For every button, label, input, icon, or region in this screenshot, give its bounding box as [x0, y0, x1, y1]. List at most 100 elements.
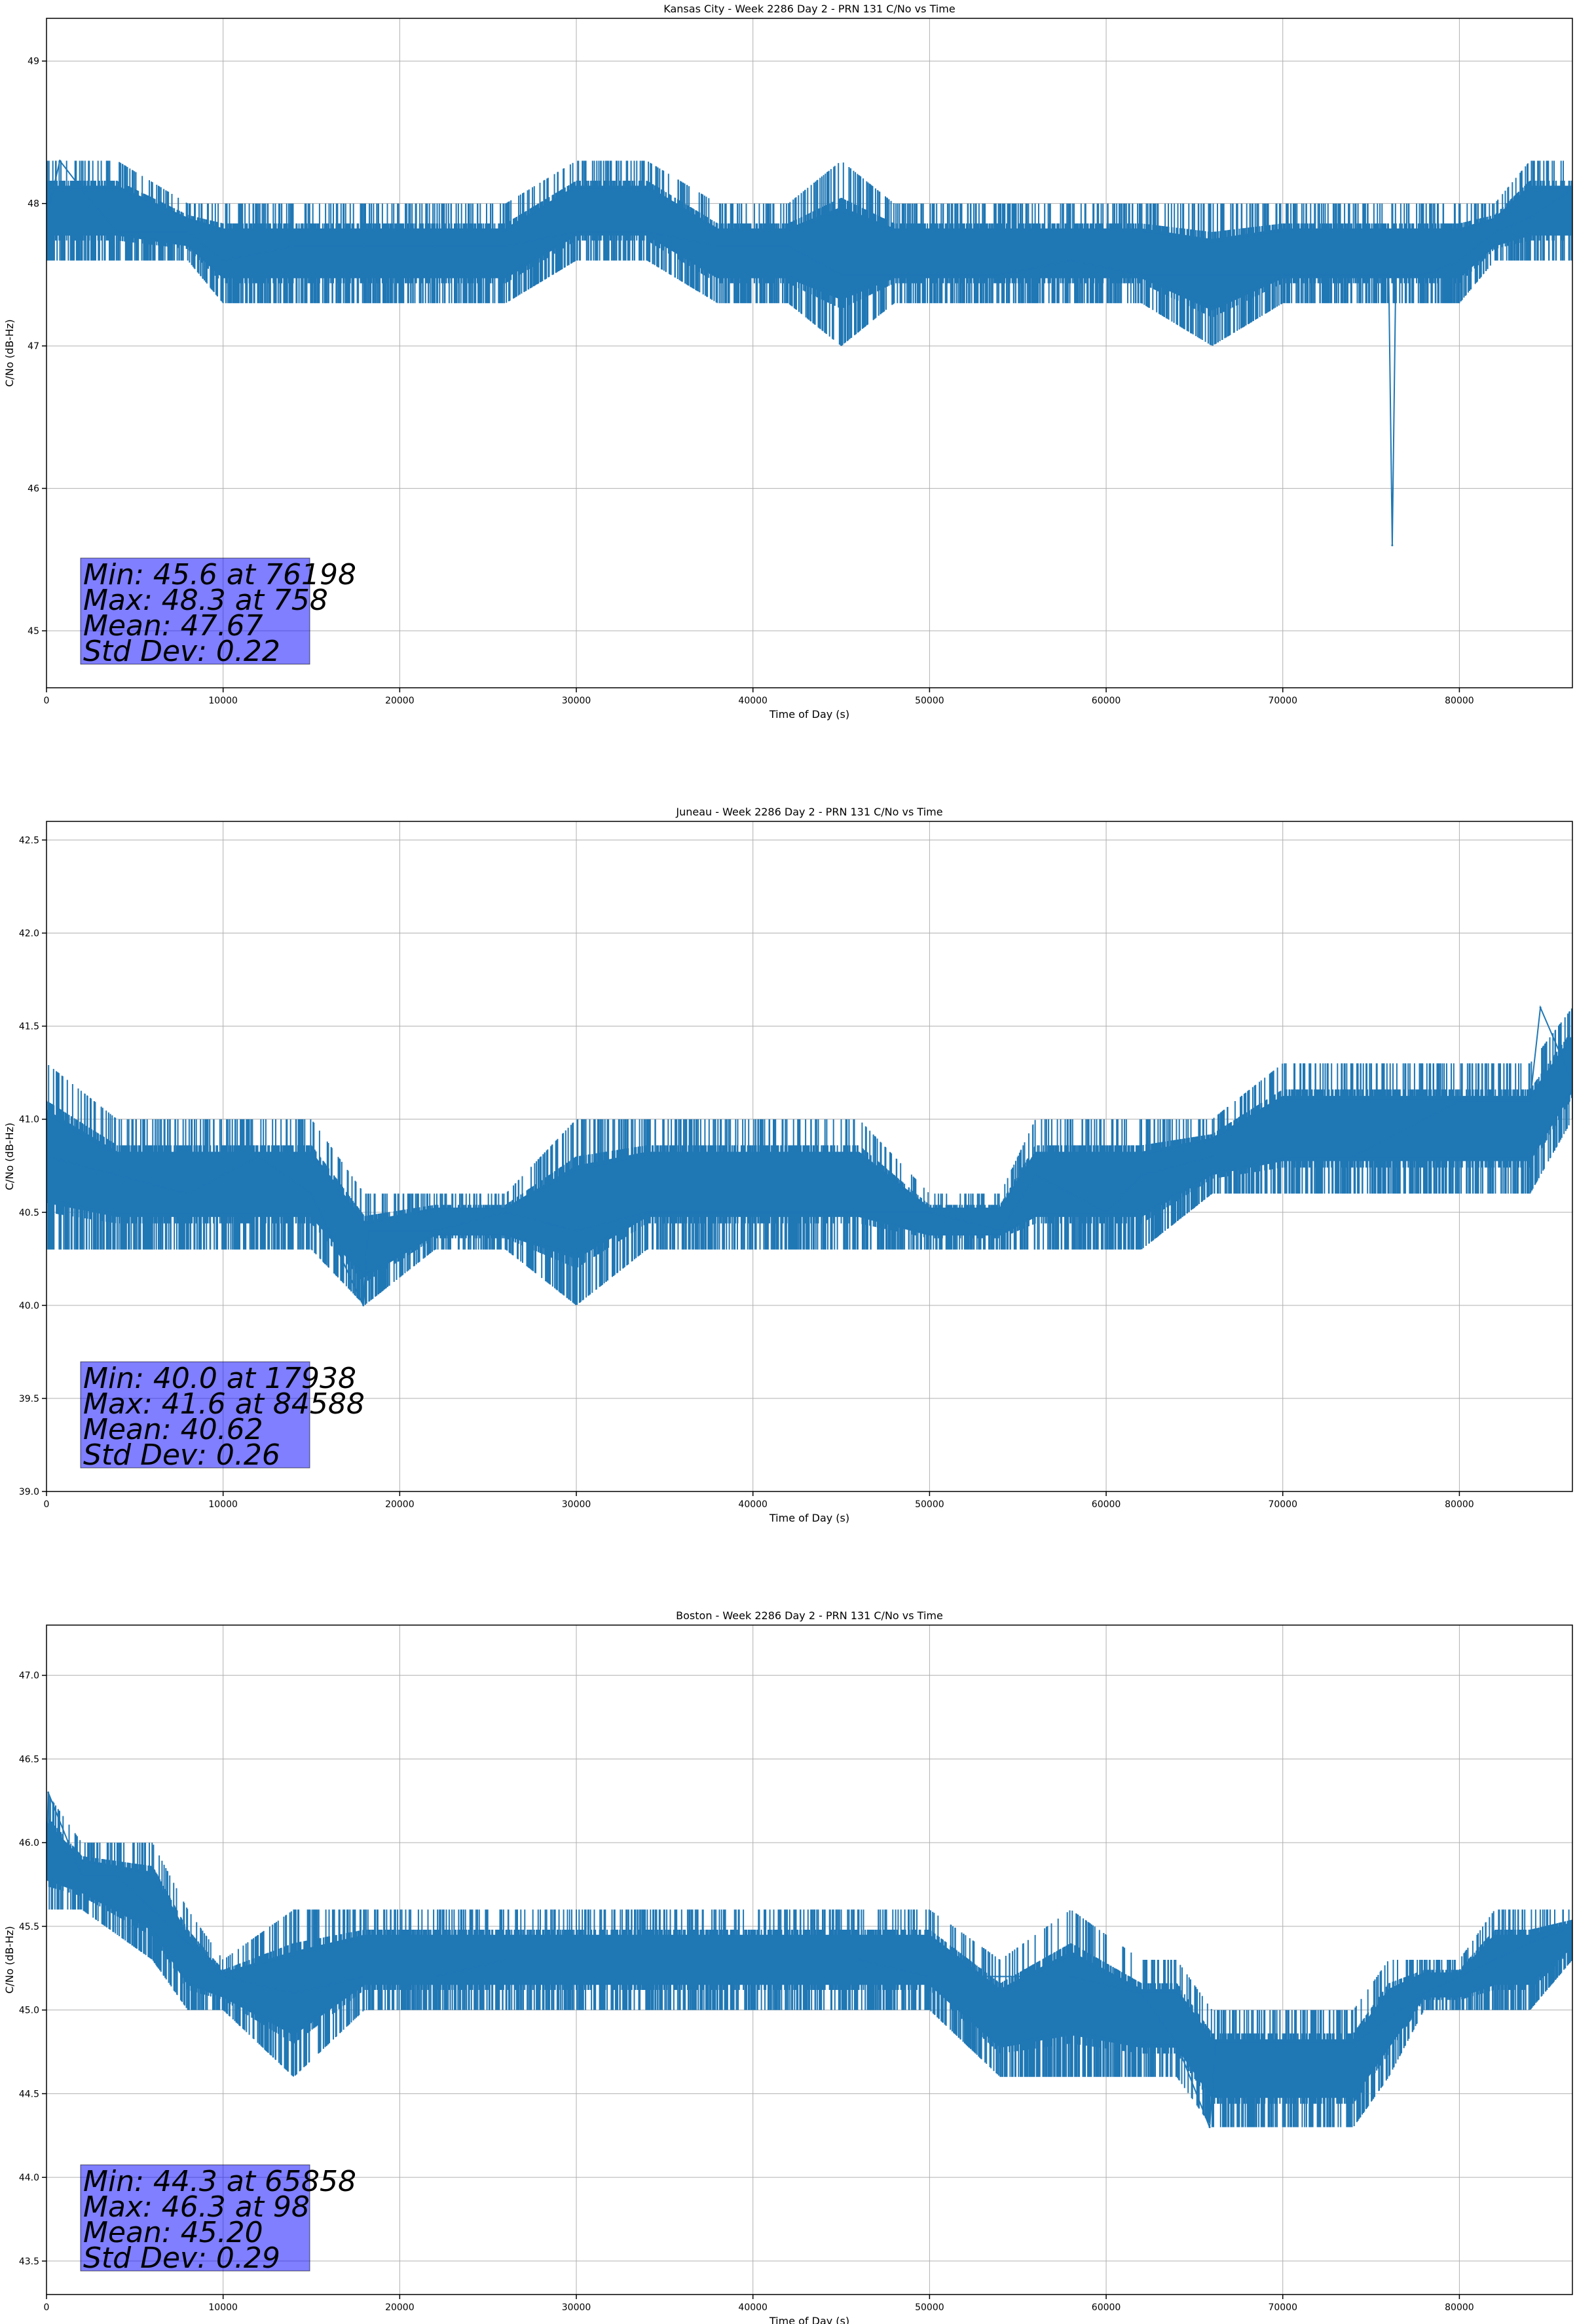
y-tick-label: 49 [28, 56, 39, 67]
x-tick-label: 40000 [738, 1499, 768, 1510]
x-tick-label: 30000 [562, 2302, 591, 2313]
x-axis-label: Time of Day (s) [769, 1512, 849, 1524]
data-point [1352, 2042, 1355, 2045]
y-tick-label: 40.5 [19, 1208, 39, 1218]
x-tick-label: 0 [44, 2302, 50, 2313]
data-point [1391, 544, 1394, 547]
y-tick-label: 45 [28, 626, 39, 637]
y-tick-label: 39.5 [19, 1394, 39, 1404]
data-point [858, 1211, 861, 1214]
x-tick-label: 50000 [915, 696, 944, 706]
data-point [1211, 1155, 1214, 1157]
x-tick-label: 70000 [1268, 1499, 1297, 1510]
data-point [1422, 1992, 1425, 1995]
x-tick-label: 80000 [1445, 1499, 1474, 1510]
y-tick-label: 46.5 [19, 1754, 39, 1765]
data-point [222, 1976, 225, 1978]
data-point [367, 1229, 369, 1232]
y-tick-label: 44.0 [19, 2173, 39, 2183]
y-tick-label: 41.0 [19, 1115, 39, 1125]
stats-line: Std Dev: 0.22 [83, 635, 280, 668]
x-tick-label: 60000 [1092, 1499, 1121, 1510]
x-tick-label: 30000 [562, 696, 591, 706]
data-point [1352, 1155, 1355, 1157]
y-tick-label: 43.5 [19, 2257, 39, 2267]
data-point [1105, 1211, 1107, 1214]
data-point [1458, 259, 1460, 262]
x-tick-label: 70000 [1268, 696, 1297, 706]
x-tick-label: 60000 [1092, 2302, 1121, 2313]
x-tick-label: 80000 [1445, 2302, 1474, 2313]
y-tick-label: 45.0 [19, 2006, 39, 2016]
y-tick-label: 42.5 [19, 835, 39, 846]
y-tick-label: 47.0 [19, 1671, 39, 1681]
chart-title: Boston - Week 2286 Day 2 - PRN 131 C/No … [676, 1609, 943, 1622]
data-point [575, 1229, 578, 1232]
data-point [434, 245, 436, 248]
y-tick-label: 48 [28, 199, 39, 210]
data-point [310, 1192, 313, 1195]
x-tick-label: 10000 [208, 696, 238, 706]
data-point [504, 1959, 507, 1961]
stats-line: Max: 41.6 at 84588 [83, 1387, 365, 1421]
data-point [716, 1211, 719, 1214]
chart-panel-3: 0 10000 20000 30000 40000 50000 60000 70000 8000… [3, 1609, 1573, 2324]
data-point [504, 245, 507, 248]
y-tick-label: 39.0 [19, 1487, 39, 1497]
data-point [362, 1304, 365, 1307]
data-point [1422, 273, 1425, 276]
data-point [716, 1959, 719, 1961]
data-point [1069, 1976, 1072, 1978]
series-line [46, 159, 1572, 546]
data-point [646, 1211, 648, 1214]
y-tick-label: 40.0 [19, 1301, 39, 1311]
series-core [46, 188, 1572, 307]
stats-line: Max: 46.3 at 98 [83, 2190, 310, 2224]
y-tick-label: 44.5 [19, 2089, 39, 2099]
data-point [1529, 1941, 1531, 1944]
x-tick-label: 40000 [738, 696, 768, 706]
data-point [840, 273, 843, 276]
x-tick-label: 50000 [915, 1499, 944, 1510]
data-point [47, 1791, 50, 1793]
data-point [1140, 1174, 1143, 1176]
data-point [1422, 1118, 1425, 1121]
data-point [716, 245, 719, 248]
stats-box [80, 557, 310, 665]
data-point [116, 1875, 119, 1877]
data-point [187, 231, 189, 233]
data-point [1493, 231, 1496, 233]
x-tick-label: 70000 [1268, 2302, 1297, 2313]
data-point [787, 245, 790, 248]
data-point [1069, 259, 1072, 262]
series-line [46, 1005, 1572, 1306]
data-point [893, 273, 895, 276]
x-tick-label: 40000 [738, 2302, 768, 2313]
data-point [1352, 273, 1355, 276]
data-point [1214, 2042, 1217, 2045]
stats-line: Min: 40.0 at 17938 [83, 1362, 356, 1395]
y-tick-label: 47 [28, 341, 39, 352]
stats-line: Min: 44.3 at 65858 [83, 2165, 356, 2198]
data-point [1282, 2042, 1284, 2045]
data-point [999, 1976, 1001, 1978]
data-point [1282, 1155, 1284, 1157]
y-axis-label: C/No (dB-Hz) [3, 1123, 16, 1190]
y-tick-label: 45.5 [19, 1922, 39, 1932]
x-tick-label: 60000 [1092, 696, 1121, 706]
data-point [787, 1959, 790, 1961]
data-point [1388, 273, 1390, 276]
data-point [928, 1976, 931, 1978]
series-group [46, 1005, 1572, 1307]
data-point [151, 1908, 154, 1911]
series-group [46, 159, 1572, 547]
data-point [1394, 273, 1397, 276]
x-axis-label: Time of Day (s) [769, 708, 849, 721]
x-tick-label: 10000 [208, 1499, 238, 1510]
series-group [46, 1791, 1572, 2128]
data-point [1493, 1959, 1496, 1961]
data-point [1176, 2042, 1178, 2045]
plot-frame [46, 821, 1573, 1492]
plot-frame [46, 1624, 1573, 2295]
